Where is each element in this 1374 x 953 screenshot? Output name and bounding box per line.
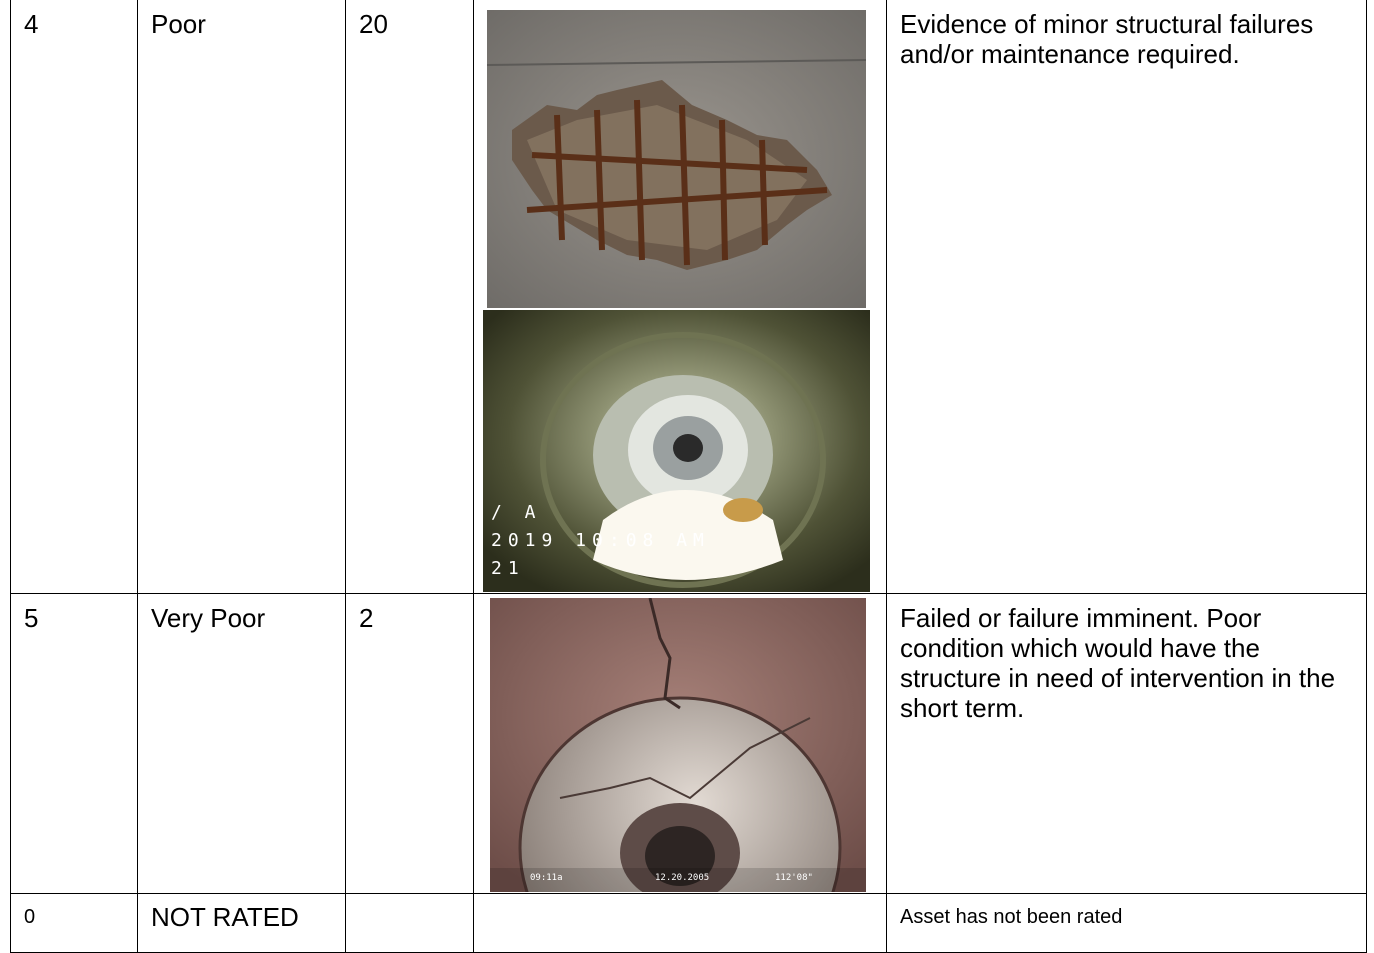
photo-concrete: [487, 10, 866, 308]
page: 4 Poor 20 Evidence of minor structural f…: [0, 0, 1374, 945]
photo-cracked-pipe: 09:11a 12.20.2005 112'08": [490, 598, 866, 892]
condition: NOT RATED: [137, 893, 346, 953]
condition: Poor: [137, 0, 346, 594]
count: 2: [345, 593, 474, 894]
photo-overlay: 09:11a: [530, 873, 563, 883]
description: Failed or failure imminent. Poor conditi…: [886, 593, 1367, 894]
condition: Very Poor: [137, 593, 346, 894]
rating: 0: [10, 893, 138, 953]
count: 20: [345, 0, 474, 594]
photo-cell: [473, 893, 887, 953]
description: Evidence of minor structural failures an…: [886, 0, 1367, 594]
rating: 4: [10, 0, 138, 594]
photo-overlay: 2019 10:08 AM: [491, 530, 710, 551]
count: [345, 893, 474, 953]
photo-overlay: 12.20.2005: [655, 873, 709, 883]
photo-overlay: 21: [491, 558, 525, 579]
photo-pipe: / A 2019 10:08 AM 21: [483, 310, 870, 592]
description: Asset has not been rated: [886, 893, 1367, 953]
rating: 5: [10, 593, 138, 894]
photo-overlay: / A: [491, 502, 542, 523]
photo-overlay: 112'08": [775, 873, 813, 883]
